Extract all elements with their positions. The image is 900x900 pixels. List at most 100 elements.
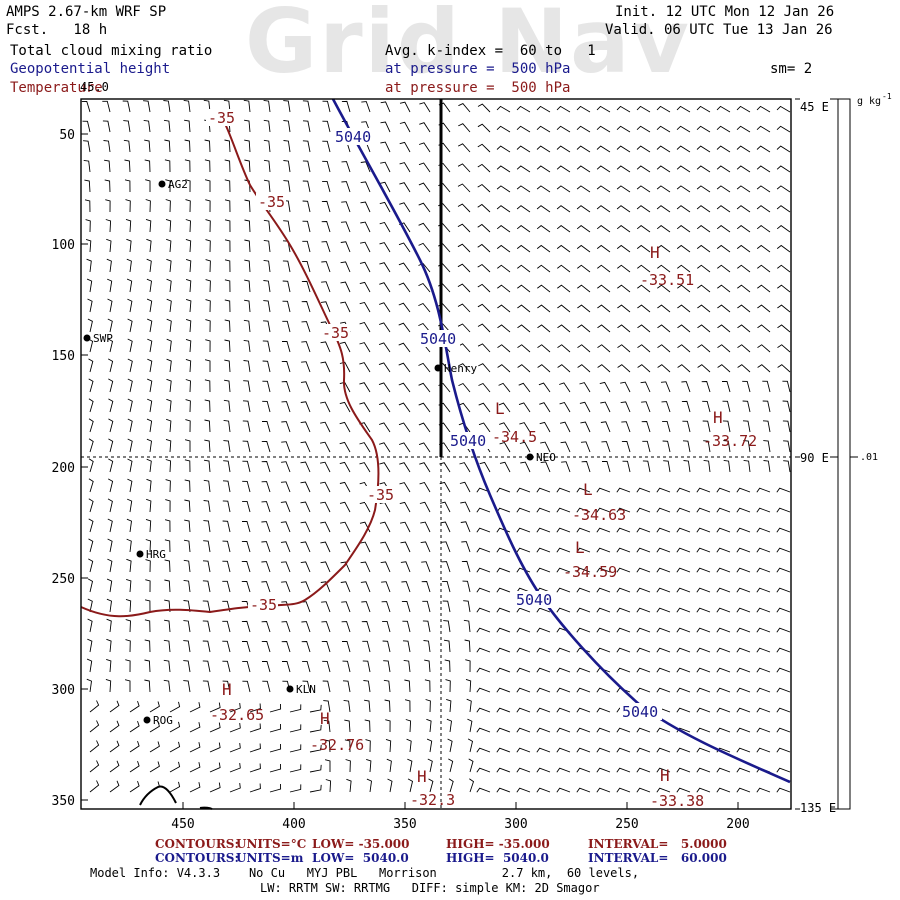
wind-barb	[497, 284, 511, 293]
wind-barb	[261, 441, 271, 453]
wind-barb	[378, 362, 391, 373]
wind-barb	[776, 145, 791, 153]
wind-barb	[458, 123, 471, 133]
wind-barb	[696, 647, 711, 653]
center-value-label: -34.63	[572, 506, 626, 524]
temperature-contour-label: -35	[322, 324, 349, 342]
wind-barb	[576, 727, 591, 733]
wind-barb	[320, 561, 331, 573]
wind-barb	[205, 299, 211, 313]
wind-barb	[440, 521, 451, 533]
wind-barb	[536, 105, 551, 113]
wind-barb	[281, 621, 291, 633]
wind-barb	[184, 439, 191, 452]
wind-barb	[656, 667, 671, 673]
footer-height-interval: INTERVAL= 60.000	[588, 851, 727, 865]
wind-barb	[243, 319, 251, 333]
wind-barb	[107, 498, 113, 513]
high-center-marker: H	[650, 243, 660, 262]
wind-barb	[88, 498, 94, 513]
wind-barb	[341, 201, 351, 213]
wind-barb	[520, 461, 531, 473]
wind-barb	[203, 479, 211, 493]
wind-barb	[147, 318, 153, 333]
wind-barb	[223, 419, 231, 433]
wind-barb	[309, 704, 322, 713]
wind-barb	[499, 461, 511, 473]
wind-barb	[656, 225, 671, 233]
wind-barb	[576, 787, 591, 793]
wind-barb	[309, 744, 322, 753]
wind-barb	[656, 727, 671, 733]
wind-barb	[261, 501, 271, 513]
wind-barb	[242, 500, 251, 513]
wind-barb	[242, 680, 251, 693]
wind-barb	[496, 105, 511, 113]
wind-barb	[87, 578, 94, 593]
wind-barb	[457, 323, 471, 333]
wind-barb	[202, 620, 211, 633]
wind-barb	[86, 658, 93, 673]
wind-barb	[657, 304, 671, 313]
footer-temp-high: HIGH= -35.000	[446, 837, 550, 851]
wind-barb	[262, 340, 271, 353]
wind-barb	[579, 401, 591, 413]
wind-barb	[756, 707, 771, 713]
wind-barb	[123, 139, 131, 153]
wind-barb	[723, 459, 731, 473]
wind-barb	[696, 225, 711, 233]
wind-barb	[359, 281, 371, 293]
wind-barb	[600, 421, 611, 433]
wind-barb	[202, 680, 211, 693]
wind-barb	[662, 420, 671, 433]
wind-barb	[127, 358, 133, 373]
wind-barb	[222, 620, 231, 633]
wind-barb	[269, 723, 282, 733]
wind-barb	[165, 438, 172, 453]
wind-barb	[736, 165, 751, 173]
wind-barb	[697, 304, 711, 313]
wind-barb	[184, 119, 191, 133]
wind-barb	[184, 139, 191, 153]
wind-barb	[300, 521, 311, 533]
wind-barb	[402, 620, 411, 633]
wind-barb	[183, 539, 191, 553]
wind-barb	[360, 541, 371, 553]
wind-barb	[106, 618, 112, 633]
wind-barb	[107, 298, 113, 313]
wind-barb	[596, 185, 611, 193]
wind-barb	[398, 342, 411, 353]
wind-barb	[537, 304, 551, 313]
wind-barb	[289, 704, 302, 713]
wind-barb	[345, 759, 351, 773]
wind-barb	[407, 778, 414, 793]
wind-barb	[656, 587, 671, 593]
wind-barb	[703, 459, 711, 473]
wind-barb	[496, 547, 511, 553]
wind-barb	[599, 381, 611, 393]
wind-barb	[458, 382, 471, 393]
wind-barb	[428, 778, 434, 793]
wind-barb	[676, 787, 691, 793]
wind-barb	[146, 418, 153, 433]
wind-barb	[127, 458, 133, 473]
wind-barb	[556, 105, 571, 113]
wind-barb	[86, 258, 92, 273]
wind-barb	[737, 284, 751, 293]
wind-barb	[722, 420, 731, 433]
wind-barb	[476, 547, 491, 553]
wind-barb	[697, 324, 711, 333]
wind-barb	[477, 123, 491, 133]
wind-barb	[164, 619, 171, 633]
wind-barb	[777, 304, 791, 313]
wind-barb	[763, 440, 771, 453]
wind-barb	[224, 219, 231, 233]
wind-barb	[398, 362, 411, 373]
wind-barb	[696, 587, 711, 593]
wind-barb	[399, 121, 411, 133]
wind-barb	[164, 579, 171, 593]
wind-barb	[280, 501, 291, 513]
wind-barb	[422, 620, 431, 633]
wind-barb	[597, 344, 611, 353]
wind-barb	[185, 258, 192, 273]
